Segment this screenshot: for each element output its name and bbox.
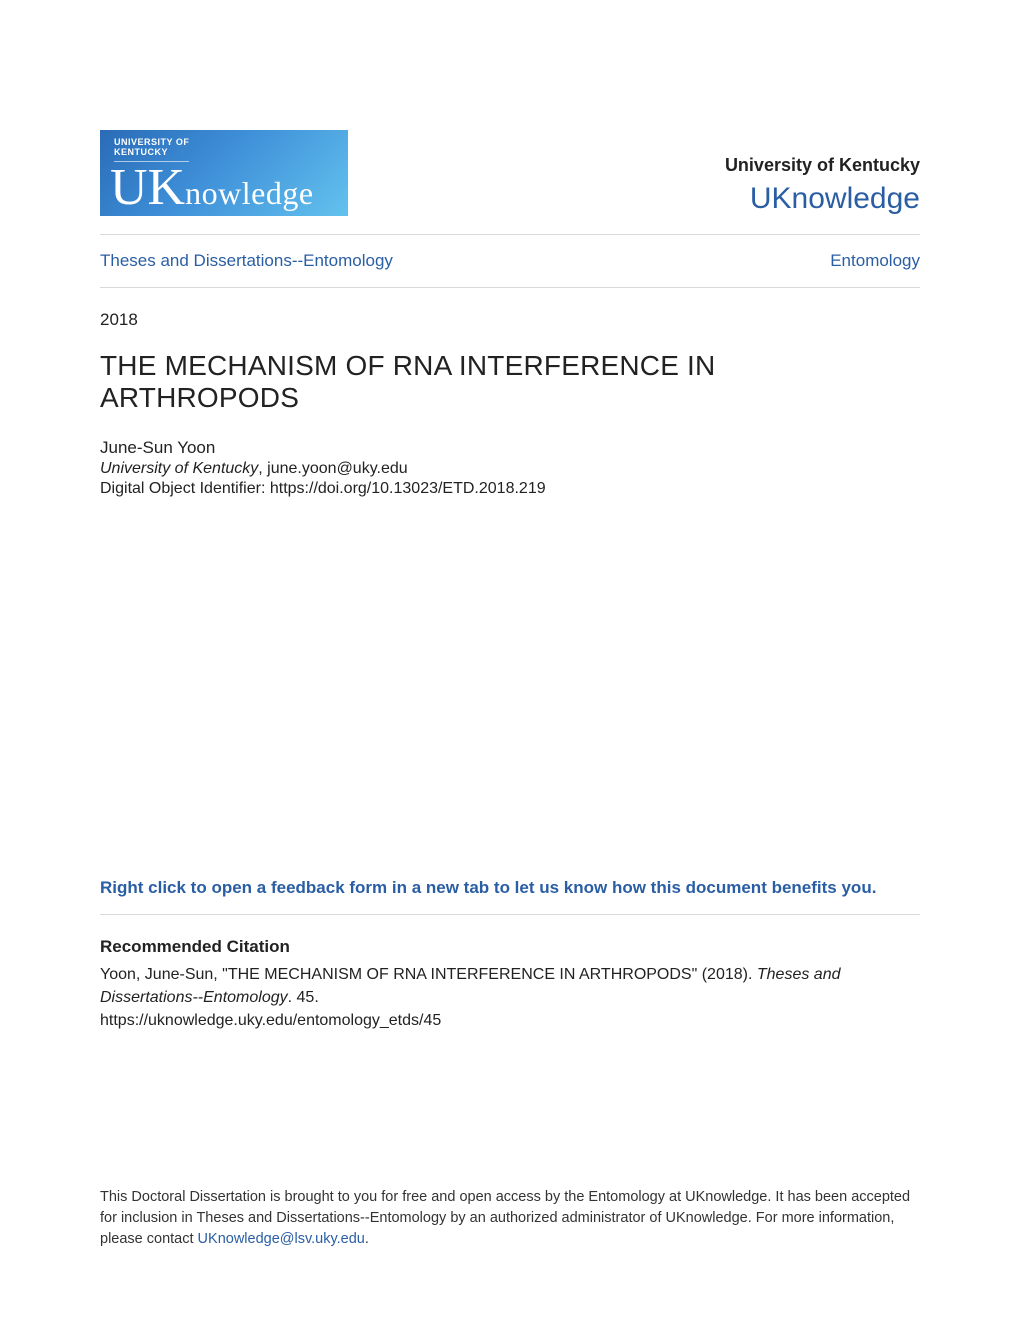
feedback-link[interactable]: Right click to open a feedback form in a… [100, 878, 876, 897]
author-institution: University of Kentucky [100, 460, 258, 477]
citation-text: Yoon, June-Sun, "THE MECHANISM OF RNA IN… [100, 963, 920, 1033]
citation-block: Recommended Citation Yoon, June-Sun, "TH… [100, 937, 920, 1033]
breadcrumb-right: Entomology [830, 251, 920, 270]
doi-value: https://doi.org/10.13023/ETD.2018.219 [270, 480, 546, 497]
author-email: june.yoon@uky.edu [267, 460, 407, 477]
citation-post-series: . 45. [288, 989, 319, 1006]
logo-word-rest: nowledge [185, 175, 313, 211]
logo-crest-line1: UNIVERSITY OF [114, 137, 189, 147]
citation-url: https://uknowledge.uky.edu/entomology_et… [100, 1012, 441, 1029]
affil-comma: , [258, 460, 267, 477]
footer-block: This Doctoral Dissertation is brought to… [100, 1187, 920, 1250]
footer-text: This Doctoral Dissertation is brought to… [100, 1187, 920, 1250]
doi-label: Digital Object Identifier: [100, 480, 265, 497]
repository-link[interactable]: UKnowledge [750, 182, 920, 215]
logo-crest-line2: KENTUCKY [114, 147, 168, 157]
institution-name: University of Kentucky [725, 155, 920, 176]
citation-heading: Recommended Citation [100, 937, 920, 957]
page-header: UNIVERSITY OF KENTUCKY UKnowledge Univer… [100, 130, 920, 235]
breadcrumb-department-link[interactable]: Entomology [830, 251, 920, 271]
breadcrumb-left: Theses and Dissertations--Entomology [100, 251, 393, 270]
footer-post-contact: . [365, 1231, 369, 1247]
logo-wordmark: UKnowledge [100, 158, 348, 216]
footer-contact-link[interactable]: UKnowledge@lsv.uky.edu [198, 1231, 365, 1247]
uknowledge-logo[interactable]: UNIVERSITY OF KENTUCKY UKnowledge [100, 130, 348, 216]
author-affiliation: University of Kentucky, june.yoon@uky.ed… [100, 460, 920, 478]
feedback-section: Right click to open a feedback form in a… [100, 878, 920, 915]
breadcrumb-collection-link[interactable]: Theses and Dissertations--Entomology [100, 251, 393, 271]
logo-word-prefix: UK [110, 159, 185, 216]
breadcrumb: Theses and Dissertations--Entomology Ent… [100, 235, 920, 288]
publication-year: 2018 [100, 310, 920, 330]
author-block: June-Sun Yoon University of Kentucky, ju… [100, 438, 920, 498]
citation-pre-series: Yoon, June-Sun, "THE MECHANISM OF RNA IN… [100, 966, 757, 983]
doi-line: Digital Object Identifier: https://doi.o… [100, 480, 920, 498]
author-name: June-Sun Yoon [100, 438, 920, 458]
institution-block: University of Kentucky UKnowledge [725, 155, 920, 216]
document-title: THE MECHANISM OF RNA INTERFERENCE IN ART… [100, 350, 920, 414]
